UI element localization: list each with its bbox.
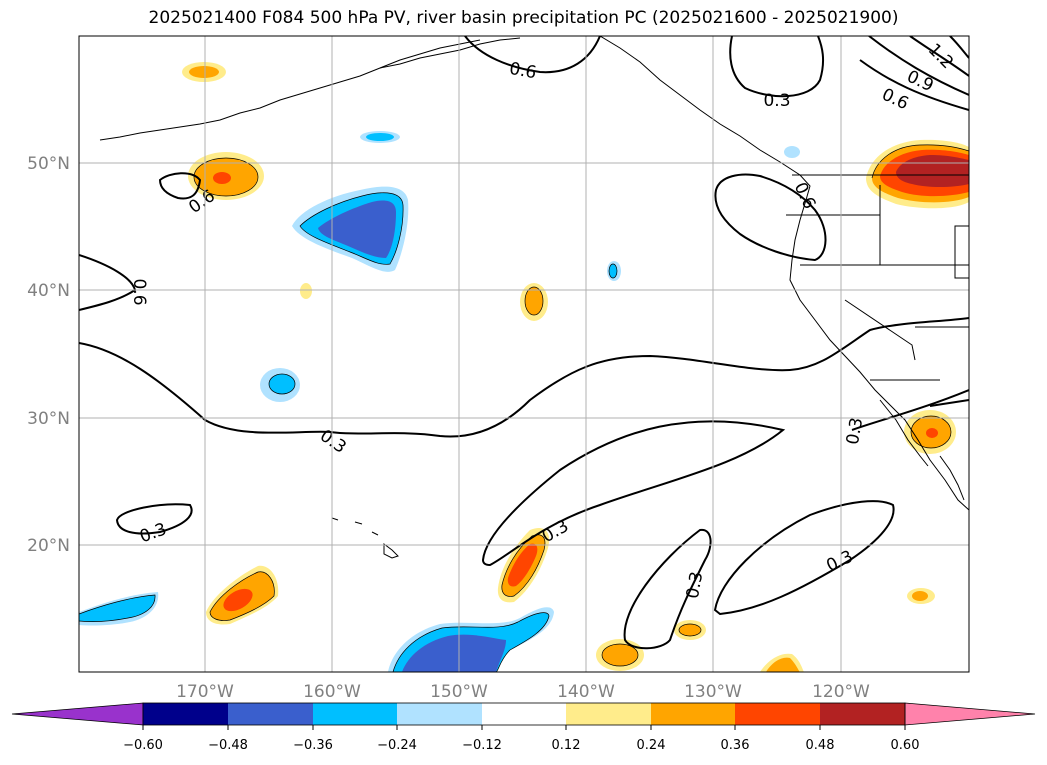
latitude-labels: 50°N 40°N 30°N 20°N xyxy=(27,154,70,556)
positive-anomaly-region xyxy=(213,172,231,184)
negative-anomaly-region xyxy=(269,374,295,394)
contour-label: 0.3 xyxy=(763,91,790,111)
contour-label: 0.3 xyxy=(843,416,867,446)
negative-anomaly-region xyxy=(318,200,396,258)
colorbar-segment xyxy=(651,703,735,725)
colorbar-segment xyxy=(482,703,566,725)
colorbar-segment xyxy=(313,703,397,725)
positive-anomaly-region xyxy=(300,283,312,299)
lon-label-140w: 140°W xyxy=(557,682,615,702)
negative-anomaly-region xyxy=(79,595,156,622)
map-title: 2025021400 F084 500 hPa PV, river basin … xyxy=(148,8,899,28)
colorbar-segment xyxy=(143,703,228,725)
positive-anomaly-region xyxy=(223,588,253,612)
positive-anomaly-region xyxy=(926,428,938,438)
negative-anomaly-region xyxy=(366,133,394,141)
colorbar-tick-label: 0.48 xyxy=(806,738,835,753)
gridlines xyxy=(79,36,969,672)
colorbar-segment xyxy=(735,703,820,725)
colorbar-tick-label: −0.12 xyxy=(462,738,502,753)
colorbar-tick-label: 0.24 xyxy=(637,738,666,753)
colorbar-tick-label: −0.60 xyxy=(123,738,163,753)
lon-label-160w: 160°W xyxy=(303,682,361,702)
pv-contours xyxy=(79,36,969,650)
positive-anomaly-region xyxy=(525,287,543,315)
positive-anomaly-region xyxy=(912,591,928,601)
longitude-labels: 170°W 160°W 150°W 140°W 130°W 120°W xyxy=(176,682,870,702)
anomaly-outlines xyxy=(79,144,969,672)
lon-label-120w: 120°W xyxy=(812,682,870,702)
positive-anomaly-region xyxy=(507,543,538,587)
lon-label-130w: 130°W xyxy=(684,682,742,702)
lat-label-30n: 30°N xyxy=(27,409,70,429)
lat-label-20n: 20°N xyxy=(27,536,70,556)
lon-label-170w: 170°W xyxy=(176,682,234,702)
colorbar-tick-label: −0.48 xyxy=(208,738,248,753)
lon-label-150w: 150°W xyxy=(430,682,488,702)
contour-label: 0.3 xyxy=(683,570,707,600)
colorbar-segment xyxy=(397,703,482,725)
positive-anomaly-region xyxy=(189,66,219,78)
lat-label-50n: 50°N xyxy=(27,154,70,174)
colorbar-over-triangle xyxy=(904,702,1036,726)
plot-frame xyxy=(78,35,970,673)
positive-anomaly-region xyxy=(602,644,638,666)
colorbar-tick-label: −0.36 xyxy=(293,738,333,753)
contour-label: 0.6 xyxy=(508,59,538,83)
positive-anomaly-region xyxy=(679,624,701,636)
negative-anomaly-region xyxy=(402,634,506,672)
colorbar-under-triangle xyxy=(11,702,144,726)
colorbar-tick-label: 0.36 xyxy=(721,738,750,753)
colorbar-segment xyxy=(820,703,905,725)
colorbar-segment xyxy=(566,703,651,725)
colorbar-tick-label: 0.60 xyxy=(891,738,920,753)
negative-anomaly-region xyxy=(609,264,617,278)
colorbar: −0.60 −0.48 −0.36 −0.24 −0.12 0.12 0.24 … xyxy=(11,702,1036,753)
colorbar-segment xyxy=(228,703,313,725)
colorbar-tick-label: −0.24 xyxy=(377,738,417,753)
negative-anomaly-region xyxy=(784,146,800,158)
contour-label: 0.6 xyxy=(129,278,149,305)
lat-label-40n: 40°N xyxy=(27,281,70,301)
coastlines xyxy=(99,36,969,559)
colorbar-tick-label: 0.12 xyxy=(552,738,581,753)
positive-anomaly-region xyxy=(766,657,800,672)
